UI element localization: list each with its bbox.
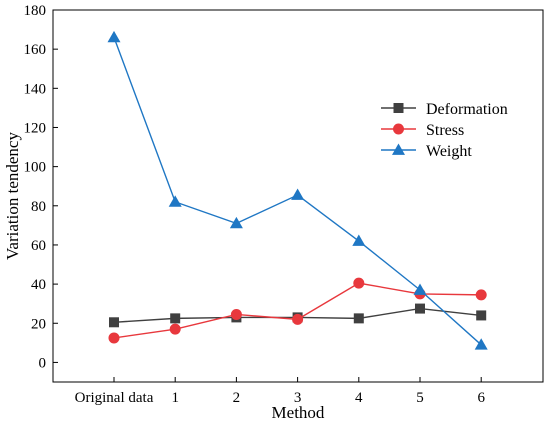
legend-item-weight: Weight (381, 143, 472, 160)
data-point-deformation (170, 313, 181, 324)
series-stress (108, 277, 487, 344)
y-tick-label: 100 (24, 160, 47, 176)
data-point-deformation (476, 310, 487, 321)
legend-marker-weight (392, 143, 405, 155)
legend-item-stress: Stress (381, 122, 464, 139)
x-tick-label: Original data (75, 390, 154, 406)
y-axis-title: Variation tendency (3, 132, 22, 260)
legend-marker-stress (393, 123, 404, 135)
x-tick-label: 6 (477, 390, 485, 406)
data-point-weight (229, 216, 243, 229)
data-point-stress (353, 277, 365, 289)
x-tick-label: 4 (355, 390, 363, 406)
data-point-stress (230, 308, 242, 320)
legend-label-stress: Stress (426, 122, 464, 139)
x-tick-label: 2 (233, 390, 241, 406)
y-tick-label: 180 (24, 3, 47, 19)
data-point-deformation (109, 317, 119, 328)
data-point-weight (291, 188, 305, 200)
data-point-stress (169, 323, 181, 335)
y-axis: 0 20 40 60 80 100 120 140 160 180 (24, 3, 58, 371)
y-tick-label: 20 (31, 316, 46, 332)
legend: Deformation Stress Weight (381, 101, 508, 160)
data-point-weight (168, 195, 182, 207)
x-axis: Original data 1 2 3 4 5 6 (75, 377, 485, 406)
legend-marker-deformation (393, 103, 404, 113)
series-weight (107, 30, 488, 350)
y-tick-label: 80 (31, 199, 46, 215)
y-tick-label: 60 (31, 238, 46, 254)
y-tick-label: 160 (24, 42, 47, 58)
series-layer (107, 30, 488, 350)
data-point-weight (413, 283, 427, 295)
data-point-stress (108, 332, 120, 344)
y-tick-label: 140 (24, 81, 47, 97)
y-tick-label: 0 (39, 355, 47, 371)
series-line-stress (113, 282, 482, 339)
y-tick-label: 120 (24, 120, 47, 136)
x-tick-label: 3 (294, 390, 302, 406)
legend-label-weight: Weight (426, 143, 472, 160)
x-axis-title: Method (272, 403, 325, 422)
x-tick-label: 1 (171, 390, 179, 406)
x-tick-label: 5 (416, 390, 424, 406)
data-point-weight (474, 338, 488, 350)
data-point-deformation (415, 303, 425, 314)
data-point-weight (352, 234, 366, 246)
data-point-stress (475, 289, 487, 301)
data-point-stress (292, 313, 304, 325)
data-point-weight (107, 30, 121, 43)
legend-label-deformation: Deformation (426, 101, 508, 118)
data-point-deformation (353, 313, 364, 324)
legend-item-deformation: Deformation (381, 101, 508, 118)
y-tick-label: 40 (31, 277, 46, 293)
